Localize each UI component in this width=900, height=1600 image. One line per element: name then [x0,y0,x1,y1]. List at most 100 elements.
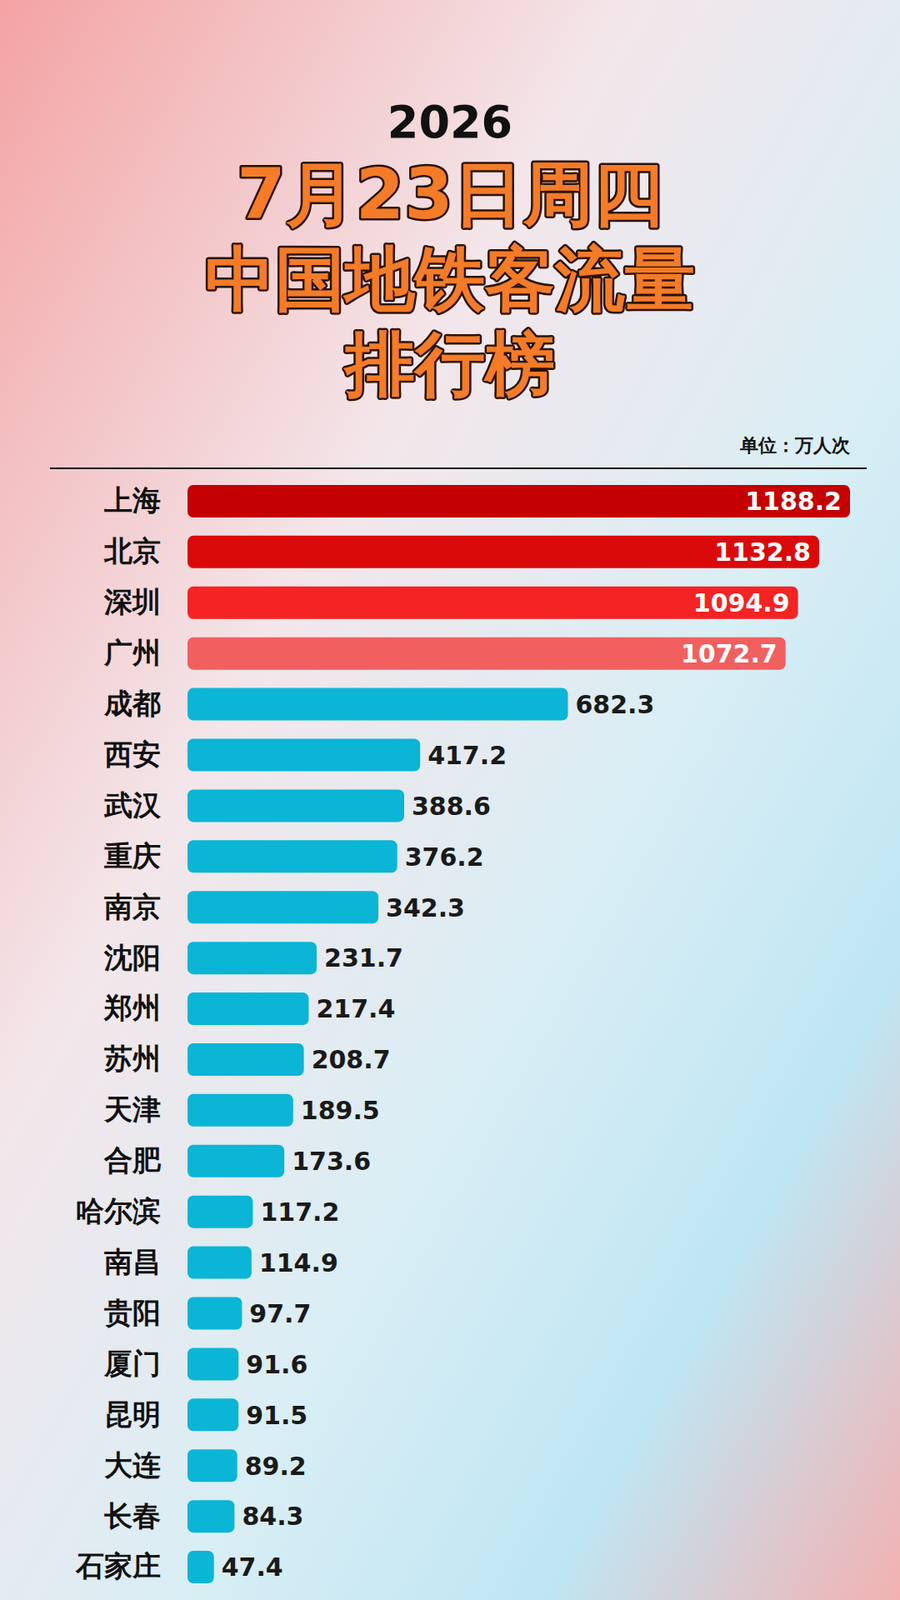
tick: 上海 [103,483,188,517]
category-label: 苏州 [103,1041,161,1075]
data-label: 388.6 [411,791,491,821]
value-axis [188,1592,851,1594]
tick: 重庆 [104,839,188,873]
data-label: 114.9 [259,1248,339,1278]
tick: 北京 [103,534,188,568]
bar [187,1347,239,1380]
bar [187,1094,294,1127]
data-label: 1072.7 [680,639,778,669]
bars [187,485,850,1584]
data-label: 189.5 [300,1095,380,1125]
tick: 厦门 [103,1346,188,1380]
tick: 长春 [103,1499,188,1533]
category-label: 成都 [103,686,161,720]
tick: 郑州 [103,990,188,1025]
data-label: 47.4 [221,1552,284,1582]
category-label: 厦门 [103,1346,161,1380]
data-label: 117.2 [260,1197,340,1227]
axis-line [188,1592,851,1594]
bar [187,1145,285,1178]
bar [187,1043,305,1076]
category-axis: 上海北京深圳广州成都西安武汉重庆南京沈阳郑州苏州天津合肥哈尔滨南昌贵阳厦门昆明大… [75,476,189,1594]
data-label: 91.5 [245,1400,308,1430]
data-label: 91.6 [245,1350,308,1380]
data-label: 231.7 [324,943,404,973]
category-label: 贵阳 [104,1295,161,1330]
tick: 大连 [104,1448,188,1482]
data-label: 173.6 [291,1146,371,1176]
data-label: 208.7 [311,1045,391,1075]
category-label: 哈尔滨 [75,1194,161,1228]
bar [187,1246,252,1280]
tick: 南京 [104,890,188,924]
bar [187,739,420,772]
category-label: 深圳 [103,585,161,619]
data-label: 84.3 [241,1501,304,1531]
data-label: 376.2 [405,842,485,872]
tick: 南昌 [104,1245,188,1279]
data-label: 1132.8 [714,537,811,567]
bar [187,890,379,924]
category-label: 广州 [103,635,161,670]
separator [50,467,867,470]
category-label: 天津 [103,1092,161,1126]
bar [187,992,309,1025]
tick: 合肥 [103,1143,188,1177]
bar [187,1500,235,1533]
data-label: 1188.2 [745,486,842,516]
bar [187,1550,215,1584]
bar [187,688,569,721]
bar [187,535,820,569]
bar [187,485,850,518]
category-label: 大连 [104,1448,161,1482]
tick: 西安 [103,737,188,771]
bar [187,840,398,873]
data-label: 89.2 [245,1451,307,1481]
category-label: 南京 [104,890,161,924]
unit-label: 单位：万人次 [739,435,851,456]
category-label: 郑州 [103,990,161,1025]
data-label: 342.3 [385,893,465,923]
data-label: 682.3 [575,690,655,720]
tick: 贵阳 [104,1295,188,1330]
background [0,0,900,1600]
data-label: 97.7 [249,1299,311,1329]
tick: 沈阳 [103,940,188,975]
data-label: 217.4 [315,994,395,1024]
category-label: 武汉 [103,788,162,822]
title: 中国地铁客流量 [205,238,695,320]
tick: 苏州 [103,1041,188,1075]
category-label: 重庆 [104,839,161,873]
bar [187,637,786,670]
category-label: 合肥 [103,1143,162,1177]
title: 7月23日周四 [236,153,663,235]
year-title: 2026 [387,95,513,149]
bar [187,941,317,975]
bar [187,1449,238,1482]
data-label: 417.2 [427,740,507,770]
chart: 20267月23日周四中国地铁客流量排行榜单位：万人次上海北京深圳广州成都西安武… [0,0,900,1600]
bar [187,1297,242,1330]
data-labels: 1188.2 1132.8 1094.9 1072.7 682.3 417.2 388.6 3… [221,486,842,1582]
bar [187,1195,253,1229]
tick: 天津 [103,1092,188,1126]
bar [187,1398,239,1431]
tick: 昆明 [104,1397,188,1431]
category-label: 昆明 [104,1397,161,1431]
bar [187,586,799,620]
category-label: 石家庄 [75,1549,161,1583]
bar [187,789,405,822]
tick: 深圳 [103,585,188,619]
tick: 石家庄 [75,1549,188,1583]
tick: 武汉 [103,788,188,822]
category-label: 沈阳 [103,940,161,975]
data-label: 1094.9 [693,588,790,618]
category-label: 西安 [103,737,161,771]
category-label: 南昌 [104,1245,161,1279]
category-label: 北京 [103,534,161,568]
category-label: 长春 [103,1499,161,1533]
title: 排行榜 [342,323,555,405]
category-label: 上海 [103,483,161,517]
tick: 成都 [103,686,188,720]
tick: 广州 [103,635,188,670]
